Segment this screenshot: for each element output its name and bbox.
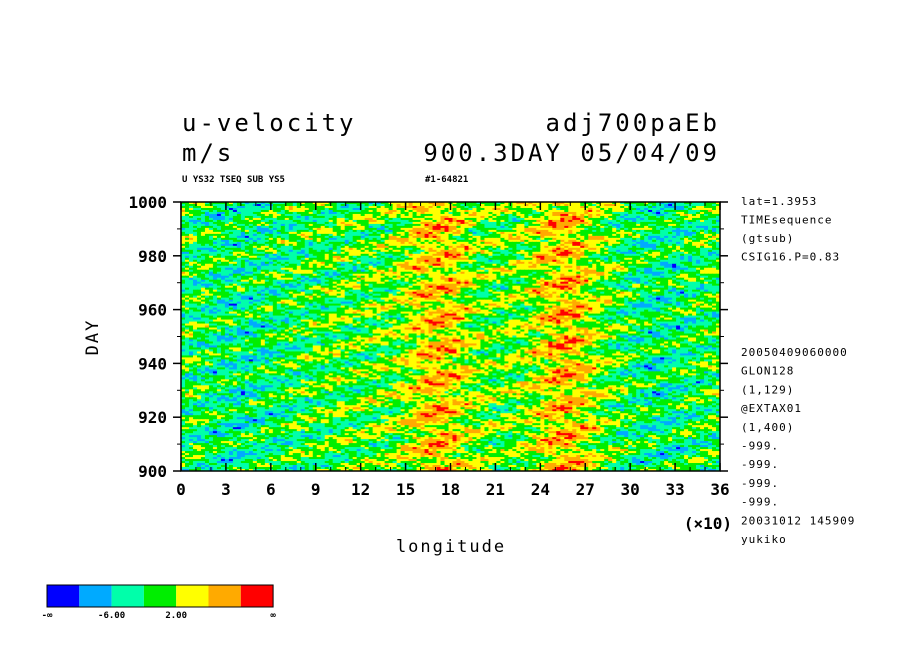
title-experiment: adj700paEb [546, 109, 721, 137]
title-time-date: 900.3DAY 05/04/09 [423, 139, 720, 167]
title-variable: u-velocity [182, 109, 357, 137]
subtitle-left: U YS32 TSEQ SUB YS5 [182, 175, 285, 185]
heatmap-field [181, 202, 721, 472]
title-units: m/s [182, 139, 234, 167]
subtitle-right: #1-64821 [425, 175, 468, 185]
